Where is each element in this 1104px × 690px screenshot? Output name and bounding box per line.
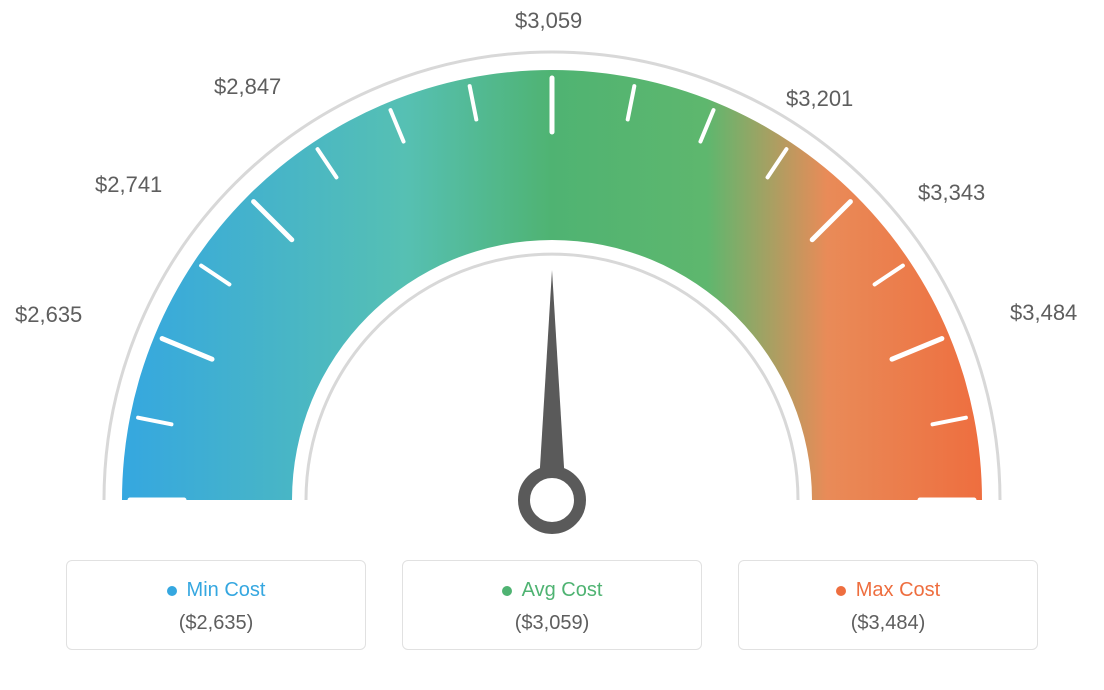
legend-title-max: Max Cost xyxy=(836,579,940,602)
gauge-scale-label: $2,741 xyxy=(95,172,162,198)
legend-card-avg: Avg Cost ($3,059) xyxy=(402,560,702,650)
gauge-scale-label: $3,484 xyxy=(1010,300,1077,326)
legend-label: Min Cost xyxy=(187,579,266,602)
dot-icon xyxy=(167,586,177,596)
legend-row: Min Cost ($2,635) Avg Cost ($3,059) Max … xyxy=(0,560,1104,650)
legend-card-min: Min Cost ($2,635) xyxy=(66,560,366,650)
gauge-scale-label: $2,847 xyxy=(214,74,281,100)
gauge-scale-label: $3,059 xyxy=(515,8,582,34)
gauge-area: $2,635 $2,741 $2,847 $3,059 $3,201 $3,343 $3,4… xyxy=(0,0,1104,540)
dot-icon xyxy=(836,586,846,596)
dot-icon xyxy=(502,586,512,596)
cost-gauge-chart: $2,635 $2,741 $2,847 $3,059 $3,201 $3,343 $3,4… xyxy=(0,0,1104,690)
legend-value: ($2,635) xyxy=(179,612,254,635)
legend-card-max: Max Cost ($3,484) xyxy=(738,560,1038,650)
legend-label: Max Cost xyxy=(856,579,940,602)
gauge-svg xyxy=(0,0,1104,540)
legend-title-avg: Avg Cost xyxy=(502,579,603,602)
gauge-scale-label: $2,635 xyxy=(15,302,82,328)
legend-value: ($3,059) xyxy=(515,612,590,635)
legend-value: ($3,484) xyxy=(851,612,926,635)
legend-label: Avg Cost xyxy=(522,579,603,602)
legend-title-min: Min Cost xyxy=(167,579,266,602)
gauge-scale-label: $3,343 xyxy=(918,180,985,206)
gauge-scale-label: $3,201 xyxy=(786,86,853,112)
